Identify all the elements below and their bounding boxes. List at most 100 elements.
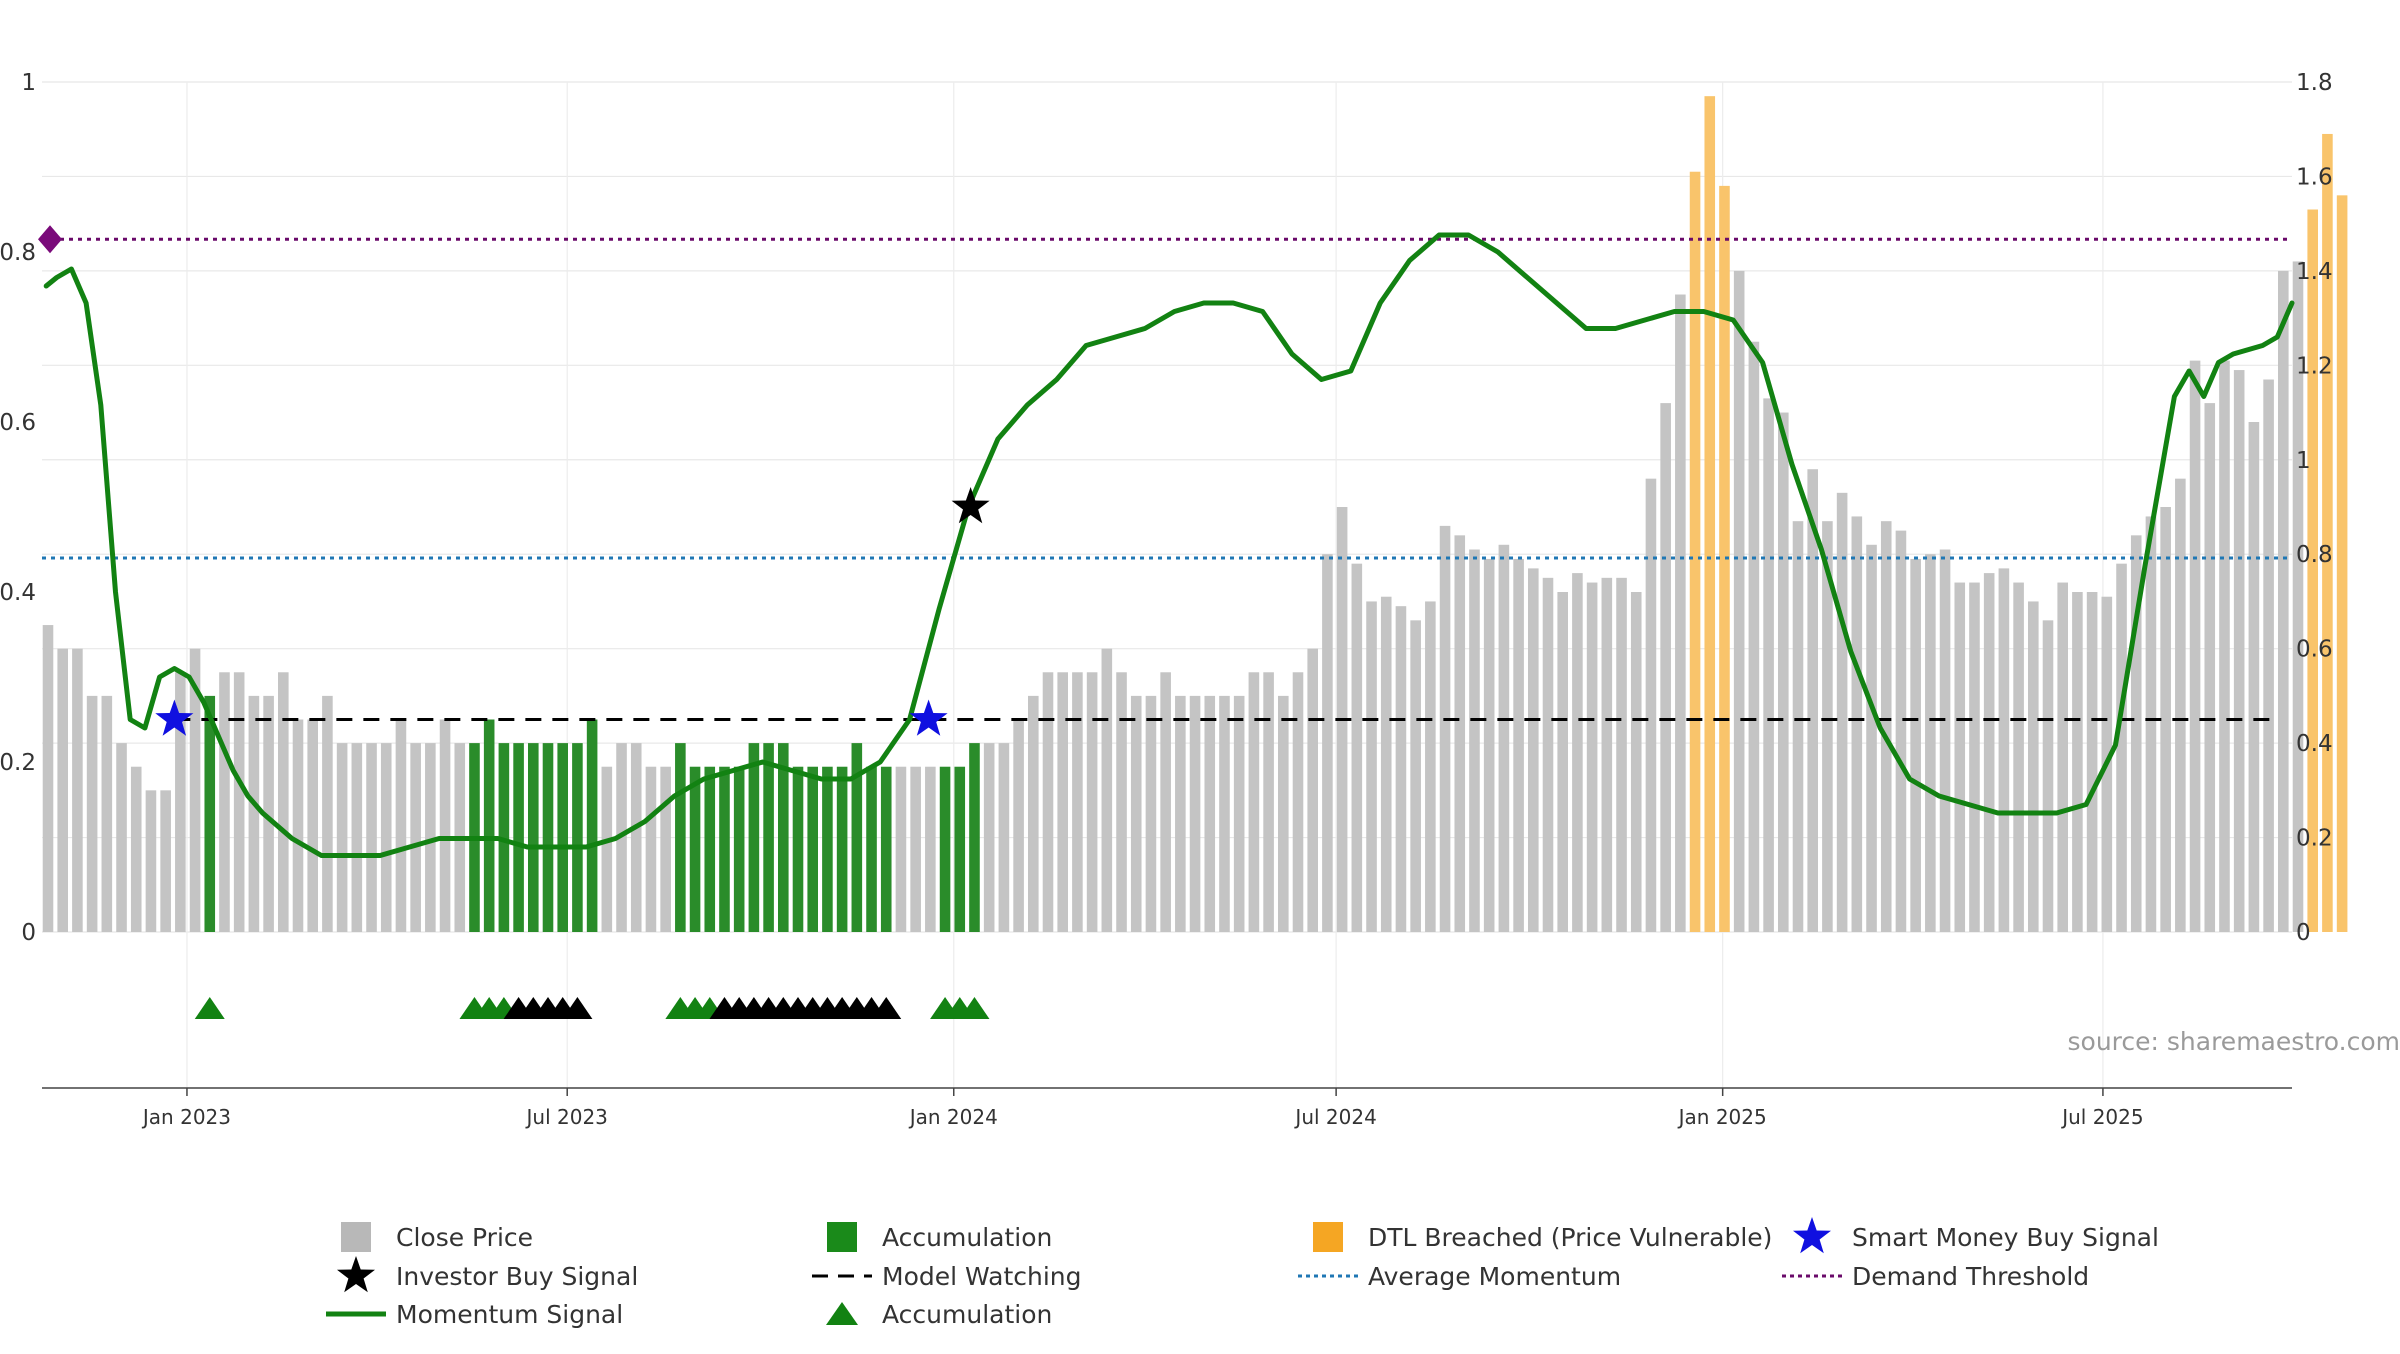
close-price-bar bbox=[1896, 531, 1907, 932]
close-price-bar bbox=[1925, 554, 1936, 932]
legend-label-investor_buy: Investor Buy Signal bbox=[396, 1262, 638, 1291]
right-axis-label: 1.2 bbox=[2296, 353, 2333, 379]
left-axis-label: 0.6 bbox=[0, 410, 36, 436]
close-price-bar bbox=[1749, 342, 1760, 932]
close-price-bar bbox=[2234, 370, 2245, 932]
close-price-bar bbox=[1616, 578, 1627, 932]
close-price-bar bbox=[1484, 559, 1495, 932]
accumulation-bar bbox=[572, 743, 583, 932]
close-price-bar bbox=[2249, 422, 2260, 932]
accumulation-bar bbox=[557, 743, 568, 932]
close-price-bar bbox=[1881, 521, 1892, 932]
close-price-bar bbox=[1410, 620, 1421, 932]
close-price-bar bbox=[2087, 592, 2098, 932]
accumulation-bar bbox=[954, 767, 965, 932]
accumulation-bar bbox=[837, 767, 848, 932]
x-tick-label: Jan 2024 bbox=[908, 1105, 998, 1129]
close-price-bar bbox=[366, 743, 377, 932]
close-price-bar bbox=[1793, 521, 1804, 932]
close-price-bar bbox=[1175, 696, 1186, 932]
close-price-bar bbox=[2263, 380, 2274, 933]
legend-swatch-smart_money bbox=[1793, 1217, 1831, 1253]
source-label: source: sharemaestro.com bbox=[2068, 1027, 2400, 1056]
left-axis-label: 0 bbox=[21, 920, 36, 946]
close-price-bar bbox=[2146, 516, 2157, 932]
close-price-bar bbox=[999, 743, 1010, 932]
close-price-bar bbox=[1425, 601, 1436, 932]
close-price-bar bbox=[1278, 696, 1289, 932]
legend-label-demand_threshold: Demand Threshold bbox=[1852, 1262, 2089, 1291]
legend-label-smart_money: Smart Money Buy Signal bbox=[1852, 1223, 2159, 1252]
close-price-bar bbox=[440, 720, 451, 933]
accumulation-bar bbox=[807, 767, 818, 932]
close-price-bar bbox=[646, 767, 657, 932]
legend-label-momentum: Momentum Signal bbox=[396, 1300, 623, 1329]
close-price-bar bbox=[1204, 696, 1215, 932]
close-price-bar bbox=[337, 743, 348, 932]
close-price-bar bbox=[910, 767, 921, 932]
accumulation-bar bbox=[734, 767, 745, 932]
close-price-bar bbox=[1263, 672, 1274, 932]
close-price-bar bbox=[1852, 516, 1863, 932]
left-axis-label: 1 bbox=[21, 70, 36, 96]
investor-buy-star bbox=[952, 487, 990, 523]
close-price-bar bbox=[1072, 672, 1083, 932]
close-price-bar bbox=[2057, 583, 2068, 932]
close-price-bar bbox=[1028, 696, 1039, 932]
close-price-bar bbox=[1910, 559, 1921, 932]
close-price-bar bbox=[1866, 545, 1877, 932]
x-tick-label: Jan 2025 bbox=[1677, 1105, 1767, 1129]
left-axis-label: 0.4 bbox=[0, 580, 36, 606]
accumulation-bar bbox=[513, 743, 524, 932]
legend-swatch-accumulation_marker bbox=[826, 1302, 858, 1325]
close-price-bar bbox=[146, 790, 157, 932]
close-price-bar bbox=[1249, 672, 1260, 932]
close-price-bar bbox=[925, 767, 936, 932]
x-tick-label: Jul 2024 bbox=[1293, 1105, 1376, 1129]
close-price-bar bbox=[1954, 583, 1965, 932]
close-price-bar bbox=[660, 767, 671, 932]
x-tick-label: Jan 2023 bbox=[141, 1105, 231, 1129]
close-price-bar bbox=[1307, 649, 1318, 932]
dtl-breached-bar bbox=[2307, 210, 2318, 933]
right-axis-label: 1.6 bbox=[2296, 164, 2333, 190]
close-price-bar bbox=[322, 696, 333, 932]
accumulation-bar bbox=[719, 767, 730, 932]
close-price-bar bbox=[2013, 583, 2024, 932]
accumulation-bar bbox=[866, 767, 877, 932]
close-price-bar bbox=[1190, 696, 1201, 932]
right-axis-label: 0 bbox=[2296, 920, 2311, 946]
accumulation-marker bbox=[195, 997, 225, 1019]
legend-label-avg_momentum: Average Momentum bbox=[1368, 1262, 1621, 1291]
close-price-bar bbox=[1999, 568, 2010, 932]
right-axis-label: 0.8 bbox=[2296, 542, 2333, 568]
close-price-bar bbox=[1984, 573, 1995, 932]
right-axis-label: 0.2 bbox=[2296, 826, 2333, 852]
close-price-bar bbox=[1043, 672, 1054, 932]
bars-layer bbox=[43, 96, 2348, 932]
close-price-bar bbox=[307, 720, 318, 933]
close-price-bar bbox=[984, 743, 995, 932]
accumulation-bar bbox=[204, 696, 215, 932]
close-price-bar bbox=[2116, 564, 2127, 932]
close-price-bar bbox=[72, 649, 83, 932]
accumulation-bar bbox=[587, 720, 598, 933]
right-axis-label: 1.8 bbox=[2296, 70, 2333, 96]
close-price-bar bbox=[1352, 564, 1363, 932]
close-price-bar bbox=[2190, 361, 2201, 932]
close-price-bar bbox=[1102, 649, 1113, 932]
close-price-bar bbox=[2160, 507, 2171, 932]
close-price-bar bbox=[293, 720, 304, 933]
close-price-bar bbox=[219, 672, 230, 932]
close-price-bar bbox=[278, 672, 289, 932]
close-price-bar bbox=[234, 672, 245, 932]
close-price-bar bbox=[1778, 413, 1789, 932]
close-price-bar bbox=[1293, 672, 1304, 932]
close-price-bar bbox=[1013, 720, 1024, 933]
close-price-bar bbox=[1660, 403, 1671, 932]
close-price-bar bbox=[160, 790, 171, 932]
close-price-bar bbox=[1543, 578, 1554, 932]
